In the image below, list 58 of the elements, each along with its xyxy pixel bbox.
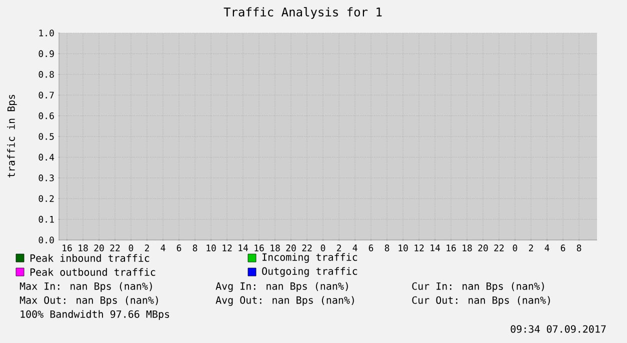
- x-tick-label: 18: [270, 244, 280, 252]
- x-tick-label: 8: [384, 244, 390, 252]
- x-tick-label: 20: [94, 244, 104, 252]
- text: Max In: nan Bps (nan%): [20, 282, 152, 292]
- x-tick-label: 22: [302, 244, 312, 252]
- x-tick-label: 2: [336, 244, 341, 252]
- y-axis-title: traffic in Bps: [7, 94, 17, 178]
- x-tick-label: 14: [430, 244, 440, 252]
- x-tick-label: 12: [414, 244, 424, 252]
- x-tick-label: 18: [462, 244, 472, 252]
- text: Cur Out: nan Bps (nan%): [412, 296, 550, 306]
- x-tick-label: 6: [368, 244, 374, 252]
- legend-label: Peak outbound traffic: [30, 268, 156, 276]
- x-tick-label: 4: [544, 244, 550, 252]
- x-tick-label: 16: [62, 244, 72, 252]
- x-tick-label: 8: [192, 244, 198, 252]
- y-tick-label: 1.0: [39, 30, 54, 36]
- legend-label: Outgoing traffic: [262, 267, 358, 277]
- x-tick-label: 16: [254, 244, 264, 252]
- x-tick-label: 14: [238, 244, 248, 252]
- x-tick-label: 20: [286, 244, 296, 252]
- legend-label: Peak inbound traffic: [30, 254, 150, 262]
- chart-title: Traffic Analysis for 1: [224, 7, 382, 19]
- x-tick-label: 20: [478, 244, 488, 252]
- y-tick-label: 0.4: [38, 154, 54, 161]
- y-tick-label: 0.0: [38, 236, 54, 244]
- x-tick-label: 6: [176, 244, 182, 252]
- x-tick-label: 0: [512, 244, 518, 252]
- y-tick-label: 0.8: [38, 70, 54, 78]
- x-tick-label: 2: [528, 244, 533, 252]
- y-tick-label: 0.6: [38, 112, 54, 120]
- legend-label: Incoming traffic: [262, 253, 358, 263]
- text: Avg In: nan Bps (nan%): [216, 282, 348, 292]
- text: 09:34 07.09.2017: [510, 325, 606, 333]
- x-tick-label: 0: [128, 244, 134, 252]
- y-tick-label: 0.7: [38, 92, 54, 98]
- y-tick-label: 0.9: [38, 50, 54, 58]
- x-tick-label: 6: [560, 244, 566, 252]
- x-tick-label: 10: [206, 244, 216, 252]
- x-tick-label: 2: [144, 244, 149, 252]
- x-tick-label: 22: [110, 244, 120, 252]
- x-tick-label: 12: [222, 244, 232, 252]
- text: Avg Out: nan Bps (nan%): [216, 296, 354, 306]
- x-tick-label: 10: [398, 244, 408, 252]
- y-tick-label: 0.3: [38, 174, 54, 182]
- x-tick-label: 4: [352, 244, 358, 252]
- y-tick-label: 0.5: [38, 133, 54, 140]
- x-tick-label: 22: [494, 244, 504, 252]
- y-tick-label: 0.1: [38, 216, 54, 223]
- x-tick-label: 0: [320, 244, 326, 252]
- x-tick-label: 18: [78, 244, 88, 252]
- x-tick-label: 8: [576, 244, 582, 252]
- text: Max Out: nan Bps (nan%): [20, 296, 158, 306]
- y-tick-label: 0.2: [38, 195, 54, 202]
- x-tick-label: 4: [160, 244, 166, 252]
- text: 100% Bandwidth 97.66 MBps: [20, 310, 170, 320]
- x-tick-label: 16: [446, 244, 456, 252]
- text: Cur In: nan Bps (nan%): [412, 282, 544, 292]
